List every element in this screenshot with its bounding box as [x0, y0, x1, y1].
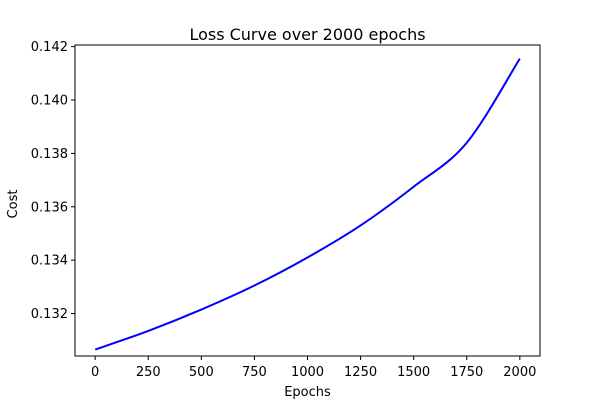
y-tick-label: 0.142 — [31, 40, 68, 55]
x-tick-label: 1500 — [397, 365, 430, 380]
y-tick-label: 0.132 — [31, 307, 68, 322]
y-axis-ticks: 0.132 0.134 0.136 0.138 0.140 0.142 — [31, 40, 75, 322]
x-tick-label: 1000 — [291, 365, 324, 380]
y-tick-label: 0.140 — [31, 93, 68, 108]
series-line-0 — [94, 58, 521, 351]
x-tick-label: 1250 — [344, 365, 377, 380]
axes-frame — [74, 44, 541, 357]
x-tick-label: 750 — [242, 365, 267, 380]
y-axis-label: Cost — [6, 190, 21, 219]
x-axis-ticks: 0 250 500 750 1000 1250 1500 1750 2000 — [91, 356, 536, 380]
y-tick-label: 0.134 — [31, 254, 68, 269]
y-tick-label: 0.136 — [31, 200, 68, 215]
x-tick-label: 250 — [136, 365, 161, 380]
chart-title: Loss Curve over 2000 epochs — [189, 25, 425, 44]
x-axis-label: Epochs — [284, 385, 331, 400]
x-tick-label: 1750 — [450, 365, 483, 380]
series-layer — [94, 58, 521, 351]
x-tick-label: 500 — [189, 365, 214, 380]
y-tick-label: 0.138 — [31, 147, 68, 162]
plot-area — [74, 44, 541, 357]
x-tick-label: 0 — [91, 365, 99, 380]
x-tick-label: 2000 — [503, 365, 536, 380]
